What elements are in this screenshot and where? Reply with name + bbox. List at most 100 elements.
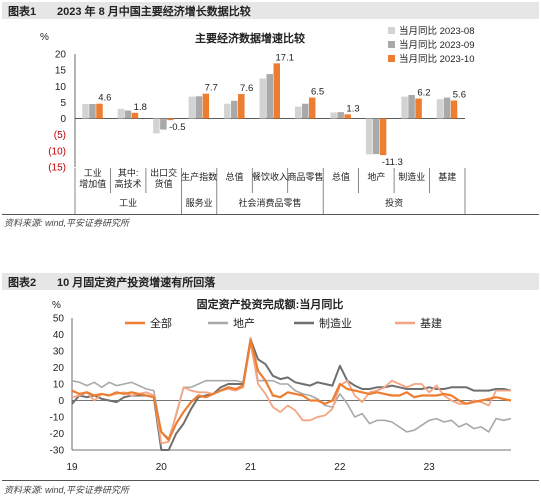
bar-mark bbox=[344, 114, 351, 119]
bar-legend-swatch bbox=[388, 27, 395, 34]
line-y-tick-label: 30 bbox=[53, 347, 65, 358]
bar-mark bbox=[124, 110, 132, 119]
bar-category-label: 出口交 bbox=[150, 167, 177, 178]
line-legend-label: 全部 bbox=[150, 316, 172, 330]
line-chart: 固定资产投资完成额:当月同比 % 50 40 30 20 10 0 -10 -20 -30 全部… bbox=[50, 297, 512, 473]
bar-category-label: 其中: bbox=[118, 167, 139, 178]
figure2-header: 图表2 10 月固定资产投资增速有所回落 bbox=[2, 273, 539, 290]
figure2-number: 图表2 bbox=[8, 277, 37, 289]
bar-mark bbox=[436, 99, 444, 119]
line-x-tick-label: 21 bbox=[245, 462, 257, 473]
line-series-基建 bbox=[71, 341, 511, 445]
bar-mark bbox=[195, 96, 203, 119]
bar-y-tick-label: 5 bbox=[60, 98, 66, 109]
bar-y-unit: % bbox=[40, 32, 49, 43]
line-y-tick-label: -20 bbox=[50, 429, 65, 440]
bar-mark bbox=[415, 98, 422, 119]
bar-legend-swatch bbox=[388, 55, 395, 62]
bar-mark bbox=[238, 94, 245, 119]
bar-chart: 主要经济数据增速比较 % 20 15 10 5 0 (5) (10) (15) 4.6 1.8 -… bbox=[40, 25, 475, 215]
bar-group-label: 社会消费品零售 bbox=[238, 197, 301, 208]
bar-data-label: 7.7 bbox=[205, 83, 218, 94]
line-y-tick-label: 50 bbox=[53, 314, 65, 325]
figure2-source: 资料来源: wind,平安证券研究所 bbox=[4, 485, 130, 495]
figure1-source: 资料来源: wind,平安证券研究所 bbox=[4, 218, 130, 228]
bar-data-labels: 4.6 1.8 -0.5 7.7 7.6 17.1 6.5 1.3 -11.3 6.2 5.6 bbox=[98, 52, 466, 168]
bar-data-label: 4.6 bbox=[98, 93, 111, 104]
figure1-source-rule bbox=[2, 214, 539, 215]
bar-y-tick-label: (10) bbox=[48, 146, 66, 157]
bar-legend-label: 当月同比 2023-10 bbox=[399, 53, 475, 65]
line-y-tick-label: 40 bbox=[53, 330, 65, 341]
bar-mark bbox=[160, 118, 167, 130]
line-x-ticks: 19 20 21 22 23 bbox=[66, 462, 435, 473]
bar-mark bbox=[379, 118, 387, 156]
bar-y-tick-label: (5) bbox=[54, 130, 66, 141]
bar-mark bbox=[337, 112, 344, 119]
figure1-number: 图表1 bbox=[8, 6, 37, 18]
line-x-tick-label: 22 bbox=[334, 462, 346, 473]
bar-mark bbox=[308, 97, 316, 119]
bar-data-label: 1.3 bbox=[346, 103, 359, 114]
bar-mark bbox=[89, 104, 96, 119]
bar-data-label: 5.6 bbox=[453, 89, 466, 100]
line-y-ticks: 50 40 30 20 10 0 -10 -20 -30 bbox=[50, 314, 511, 457]
bar-mark bbox=[408, 95, 415, 119]
line-y-tick-label: 20 bbox=[53, 363, 65, 374]
bar-y-tick-label: (15) bbox=[48, 163, 66, 174]
bar-data-label: 7.6 bbox=[240, 83, 253, 94]
bar-mark bbox=[273, 63, 280, 119]
bar-category-label: 货值 bbox=[155, 178, 173, 189]
bar-category-label: 生产指数 bbox=[181, 171, 217, 182]
bar-category-label: 制造业 bbox=[398, 171, 425, 182]
line-x-tick-label: 20 bbox=[156, 462, 168, 473]
bar-mark bbox=[330, 112, 337, 119]
bar-mark bbox=[443, 97, 451, 119]
bar-category-label: 基建 bbox=[438, 171, 456, 182]
figure1-header: 图表1 2023 年 8 月中国主要经济增长数据比较 bbox=[2, 2, 539, 19]
line-chart-title: 固定资产投资完成额:当月同比 bbox=[197, 297, 344, 311]
line-x-tick-label: 19 bbox=[66, 462, 78, 473]
bar-y-tick-label: 0 bbox=[60, 114, 66, 125]
bar-mark bbox=[450, 100, 458, 119]
bar-mark bbox=[224, 103, 231, 119]
bar-mark bbox=[167, 118, 174, 121]
bar-mark bbox=[372, 118, 380, 155]
bar-mark bbox=[188, 96, 196, 119]
line-legend-label: 制造业 bbox=[319, 316, 352, 330]
bar-category-label: 增加值 bbox=[79, 178, 106, 189]
line-legend: 全部 地产 制造业 基建 bbox=[125, 316, 442, 330]
bar-data-label: 6.5 bbox=[311, 87, 324, 98]
bar-series-group bbox=[82, 63, 458, 156]
line-series-全部 bbox=[71, 338, 512, 442]
bar-data-label: 6.2 bbox=[417, 88, 430, 99]
bar-y-tick-label: 15 bbox=[55, 66, 67, 77]
figure2-source-rule bbox=[2, 480, 539, 481]
bar-category-label: 地产 bbox=[367, 171, 385, 182]
line-y-tick-label: 0 bbox=[58, 396, 64, 407]
bar-data-label: -11.3 bbox=[382, 157, 403, 168]
line-y-tick-label: -30 bbox=[50, 446, 65, 457]
bar-data-label: 17.1 bbox=[276, 52, 295, 63]
bar-mark bbox=[301, 103, 309, 119]
line-x-tick-label: 23 bbox=[424, 462, 436, 473]
bar-category-label: 商品零售 bbox=[287, 171, 323, 182]
bar-group-label: 工业 bbox=[119, 198, 137, 208]
figure2-title: 10 月固定资产投资增速有所回落 bbox=[57, 277, 216, 289]
bar-mark bbox=[401, 96, 408, 119]
bar-chart-title: 主要经济数据增速比较 bbox=[195, 31, 305, 45]
bar-mark bbox=[266, 74, 273, 119]
bar-group-label: 服务业 bbox=[186, 197, 213, 208]
bar-mark bbox=[131, 112, 139, 119]
bar-legend-label: 当月同比 2023-09 bbox=[399, 39, 475, 51]
bar-mark bbox=[231, 100, 238, 119]
bar-mark bbox=[82, 104, 89, 119]
bar-legend-swatch bbox=[388, 41, 395, 48]
line-y-tick-label: -10 bbox=[50, 413, 65, 424]
bar-data-label: 1.8 bbox=[134, 102, 147, 113]
bar-data-label: -0.5 bbox=[169, 122, 185, 133]
bar-legend: 当月同比 2023-08 当月同比 2023-09 当月同比 2023-10 bbox=[388, 25, 475, 65]
bar-mark bbox=[294, 106, 302, 119]
bar-mark bbox=[202, 93, 210, 119]
